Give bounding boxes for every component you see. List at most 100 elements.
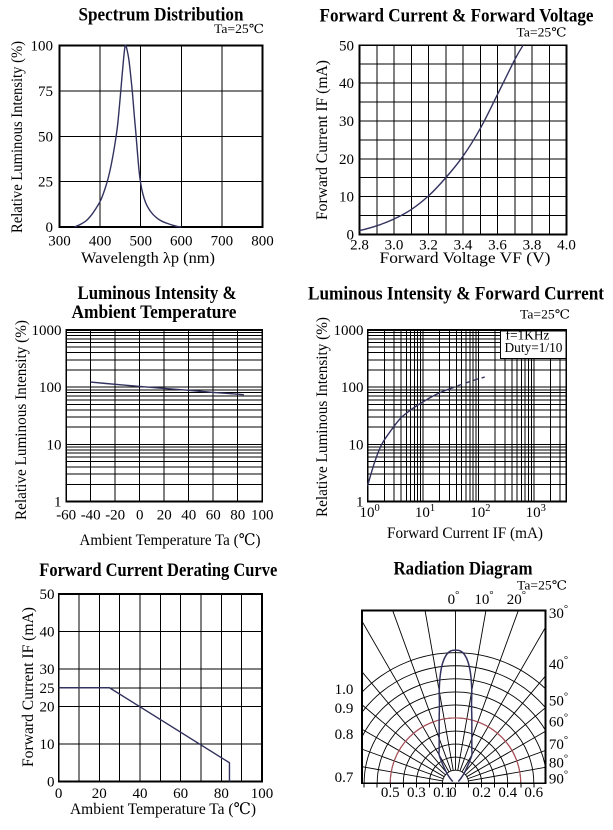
polar-spoke <box>461 626 546 773</box>
polar-bottom-label: 0.3 <box>407 785 426 801</box>
chart3-x-axis-label: Ambient Temperature Ta (℃) <box>80 532 261 549</box>
chart3-title-line2: Ambient Temperature <box>72 302 237 323</box>
plot-border <box>358 44 568 236</box>
x-tick-label: 500 <box>129 234 152 250</box>
x-tick-label: 100 <box>251 508 274 524</box>
polar-spoke <box>362 748 444 780</box>
chart2-title: Forward Current & Forward Voltage <box>320 6 594 27</box>
y-tick-label: 100 <box>341 380 364 396</box>
chart6-condition-label: Ta=25℃ <box>517 579 567 593</box>
y-tick-label: 20 <box>40 700 55 716</box>
chart1-x-axis-label: Wavelength λp (nm) <box>81 250 215 267</box>
polar-angle-label-top: 10° <box>474 590 493 608</box>
chart4-condition-label: Ta=25℃ <box>520 308 570 322</box>
polar-spoke <box>465 707 546 776</box>
y-tick-label: 1000 <box>334 323 364 339</box>
x-tick-label: 20 <box>157 508 172 524</box>
chart6-title: Radiation Diagram <box>394 558 533 579</box>
y-tick-label: 10 <box>40 737 55 753</box>
chart2-y-axis-label: Forward Current IF (mA) <box>314 60 331 220</box>
x-tick-label: 60 <box>206 508 221 524</box>
polar-spoke <box>459 610 519 772</box>
chart-spectrum-distribution: 300 400 500 600 700 800 0 25 50 75 100 <box>31 39 274 250</box>
polar-spoke <box>466 730 546 778</box>
radiation-lobe <box>438 649 473 783</box>
chart4-y-axis-label: Relative Luminous Intensity (%) <box>314 317 331 517</box>
polar-spoke <box>467 749 546 780</box>
x-tick-label: 400 <box>89 234 112 250</box>
polar-bottom-label: 0.5 <box>381 785 400 801</box>
polar-angle-label-right: 50° <box>549 692 568 710</box>
chart-forward-current-forward-voltage: 2.8 3.0 3.2 3.4 3.6 3.8 4.0 0 10 20 30 40 50 <box>339 38 576 253</box>
y-tick-label: 1 <box>54 495 62 511</box>
y-tick-label: 1 <box>356 495 364 511</box>
y-tick-label: 75 <box>38 84 53 100</box>
polar-spoke <box>362 766 443 782</box>
chart4-title: Luminous Intensity & Forward Current <box>308 283 605 304</box>
x-tick-label: 0 <box>55 786 63 802</box>
polar-spoke <box>392 610 452 772</box>
chart4-annotation-frequency: f=1KHz <box>506 328 550 343</box>
x-tick-label: 3.2 <box>419 238 438 254</box>
polar-angle-label-right: 60° <box>549 713 568 731</box>
x-tick-label: 4.0 <box>557 238 576 254</box>
polar-angle-label-right: 30° <box>549 604 568 622</box>
polar-left-label: 0.7 <box>335 770 354 786</box>
y-tick-label: 30 <box>339 114 354 130</box>
polar-spoke <box>424 610 454 771</box>
polar-spoke <box>457 610 487 771</box>
y-tick-label: 25 <box>40 681 55 697</box>
polar-spoke <box>468 766 546 782</box>
x-tick-label: -40 <box>81 508 101 524</box>
polar-spoke <box>463 675 546 774</box>
series-if-vs-vf <box>359 44 524 232</box>
chart1-condition-label: Ta=25℃ <box>214 22 264 36</box>
chart2-condition-label: Ta=25℃ <box>517 26 567 40</box>
polar-bottom-label: 0.6 <box>524 785 543 801</box>
polar-bottom-label: 0.4 <box>498 785 517 801</box>
chart2-x-axis-label: Forward Voltage VF (V) <box>380 250 551 267</box>
x-tick-label: 102 <box>470 503 490 521</box>
x-tick-label: -20 <box>105 508 125 524</box>
polar-spoke <box>362 671 448 774</box>
chart5-title: Forward Current Derating Curve <box>39 560 277 581</box>
x-tick-label: 600 <box>170 234 193 250</box>
x-tick-label: 0 <box>136 508 144 524</box>
y-tick-label: 25 <box>38 175 53 191</box>
chart3-y-axis-label: Relative Luminous Intensity (%) <box>13 320 30 520</box>
y-tick-label: 10 <box>339 190 354 206</box>
polar-left-label: 0.8 <box>335 727 354 743</box>
y-tick-label: 30 <box>40 662 55 678</box>
polar-spoke <box>362 728 445 778</box>
chart-luminous-intensity-ambient-temperature: -60 -40 -20 0 20 40 60 80 100 1 10 100 1000 <box>32 323 274 524</box>
x-tick-label: 100 <box>359 503 379 521</box>
y-tick-label: 10 <box>349 437 364 453</box>
polar-spoke <box>362 704 446 776</box>
chart-forward-current-derating-curve: 0 20 40 60 80 100 0 10 20 25 30 40 50 <box>40 587 274 802</box>
chart-luminous-intensity-forward-current: 100 101 102 103 1 10 100 1000 <box>334 323 568 521</box>
polar-angle-label-right: 40° <box>549 655 568 673</box>
x-tick-label: 80 <box>230 508 245 524</box>
x-tick-label: 3.8 <box>523 238 542 254</box>
polar-left-label: 1.0 <box>335 682 354 698</box>
polar-bottom-label: 0.1 <box>433 785 452 801</box>
half-intensity-circle <box>389 717 522 784</box>
y-tick-label: 50 <box>339 38 354 54</box>
x-tick-label: 20 <box>92 786 107 802</box>
plot-border <box>58 44 264 228</box>
chart4-annotation-duty: Duty=1/10 <box>505 340 563 355</box>
y-tick-label: 20 <box>339 152 354 168</box>
chart5-x-axis-label: Ambient Temperature Ta (℃) <box>70 801 256 818</box>
chart1-y-axis-label: Relative Luminous Intensity (%) <box>9 41 26 233</box>
chart4-x-axis-label: Forward Current IF (mA) <box>387 525 543 542</box>
x-tick-label: 2.8 <box>350 238 369 254</box>
x-tick-label: 40 <box>132 786 147 802</box>
x-tick-label: 3.6 <box>488 238 507 254</box>
y-tick-label: 100 <box>39 380 62 396</box>
y-tick-label: 100 <box>31 39 54 55</box>
series-relative-luminous-intensity <box>74 44 182 228</box>
y-tick-label: 50 <box>40 587 55 603</box>
series-intensity-vs-if-solid <box>366 388 450 486</box>
